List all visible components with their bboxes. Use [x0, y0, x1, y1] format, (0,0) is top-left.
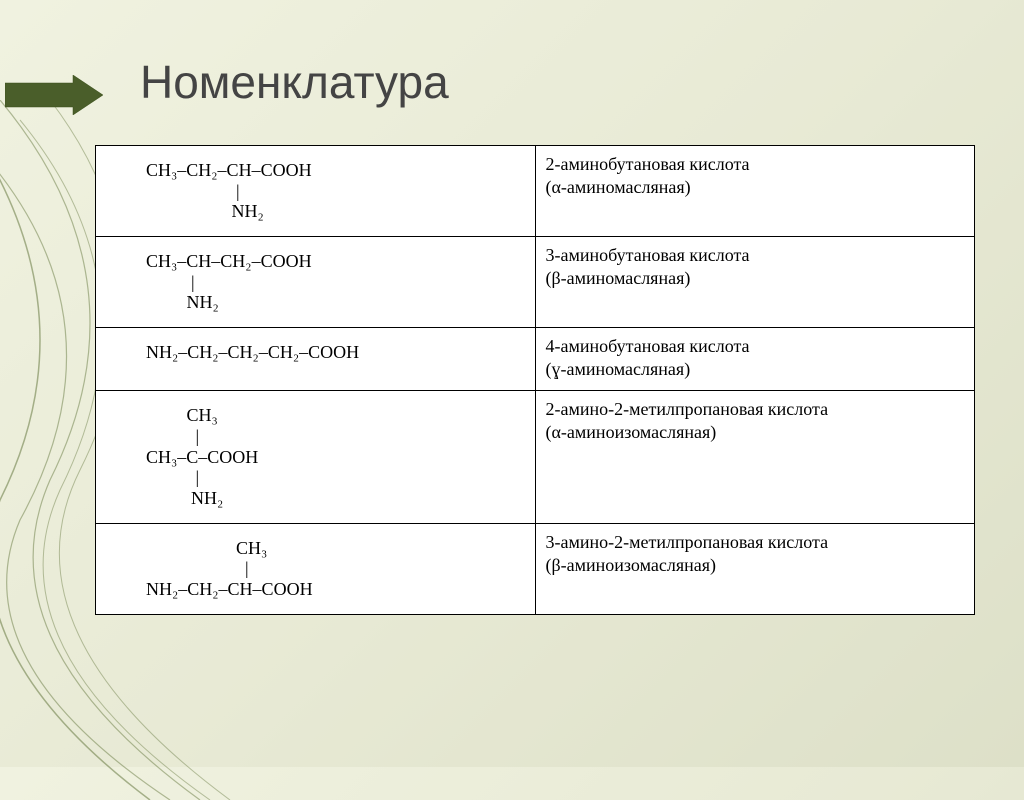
compound-name-main: 3-аминобутановая кислота — [546, 245, 965, 266]
formula-cell: CH₃ | NH₂–CH₂–CH–COOH — [96, 523, 536, 614]
name-cell: 2-аминобутановая кислота(α-аминомасляная… — [535, 146, 975, 237]
name-cell: 2-амино-2-метилпропановая кислота(α-амин… — [535, 391, 975, 523]
chemical-formula: CH₃–CH–CH₂–COOH | NH₂ — [106, 245, 525, 319]
table-row: CH₃–CH–CH₂–COOH | NH₂3-аминобутановая ки… — [96, 237, 975, 328]
compound-name-alt: (α-аминомасляная) — [546, 177, 965, 198]
slide-title: Номенклатура — [140, 55, 449, 109]
formula-cell: CH₃ | CH₃–C–COOH | NH₂ — [96, 391, 536, 523]
compound-name-alt: (β-аминоизомасляная) — [546, 555, 965, 576]
compound-name-alt: (ɣ-аминомасляная) — [546, 359, 965, 380]
compound-name-alt: (α-аминоизомасляная) — [546, 422, 965, 443]
chemical-formula: CH₃–CH₂–CH–COOH | NH₂ — [106, 154, 525, 228]
name-cell: 4-аминобутановая кислота(ɣ-аминомасляная… — [535, 328, 975, 391]
compound-name-alt: (β-аминомасляная) — [546, 268, 965, 289]
table-row: CH₃ | NH₂–CH₂–CH–COOH3-амино-2-метилпроп… — [96, 523, 975, 614]
formula-cell: NH₂–CH₂–CH₂–CH₂–COOH — [96, 328, 536, 391]
chemical-formula: NH₂–CH₂–CH₂–CH₂–COOH — [106, 336, 525, 369]
chemical-formula: CH₃ | NH₂–CH₂–CH–COOH — [106, 532, 525, 606]
compound-name-main: 2-амино-2-метилпропановая кислота — [546, 399, 965, 420]
compound-name-main: 4-аминобутановая кислота — [546, 336, 965, 357]
name-cell: 3-аминобутановая кислота(β-аминомасляная… — [535, 237, 975, 328]
compound-name-main: 2-аминобутановая кислота — [546, 154, 965, 175]
nomenclature-table: CH₃–CH₂–CH–COOH | NH₂2-аминобутановая ки… — [95, 145, 975, 615]
table-row: NH₂–CH₂–CH₂–CH₂–COOH 4-аминобутановая кис… — [96, 328, 975, 391]
table-row: CH₃–CH₂–CH–COOH | NH₂2-аминобутановая ки… — [96, 146, 975, 237]
chemical-formula: CH₃ | CH₃–C–COOH | NH₂ — [106, 399, 525, 514]
compound-name-main: 3-амино-2-метилпропановая кислота — [546, 532, 965, 553]
title-arrow-icon — [5, 75, 103, 115]
name-cell: 3-амино-2-метилпропановая кислота(β-амин… — [535, 523, 975, 614]
formula-cell: CH₃–CH–CH₂–COOH | NH₂ — [96, 237, 536, 328]
table-row: CH₃ | CH₃–C–COOH | NH₂2-амино-2-метилпро… — [96, 391, 975, 523]
formula-cell: CH₃–CH₂–CH–COOH | NH₂ — [96, 146, 536, 237]
